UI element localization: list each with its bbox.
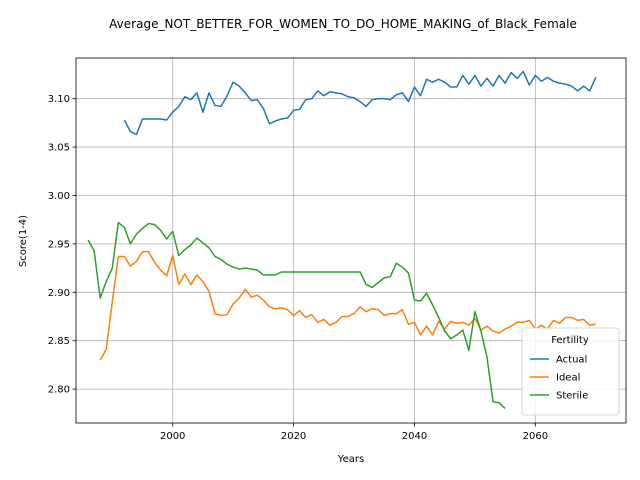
series-layer [87, 70, 597, 410]
legend-label-ideal: Ideal [556, 373, 580, 384]
chart-title: Average_NOT_BETTER_FOR_WOMEN_TO_DO_HOME_… [109, 17, 577, 31]
y-tick-label-4: 3.00 [48, 191, 70, 202]
x-tick-label-0: 2000 [160, 431, 185, 442]
legend-label-sterile: Sterile [556, 391, 588, 402]
x-tick-label-2: 2040 [402, 431, 427, 442]
legend: Fertility Actual Ideal Sterile [521, 327, 620, 416]
x-axis-label: Years [337, 454, 364, 465]
legend-box [521, 327, 620, 416]
x-axis-ticks: 2000 2020 2040 2060 [160, 423, 548, 442]
y-tick-label-0: 2.80 [48, 385, 70, 396]
y-tick-label-3: 2.95 [48, 239, 70, 250]
y-tick-label-2: 2.90 [48, 288, 70, 299]
y-tick-label-1: 2.85 [48, 336, 70, 347]
legend-label-actual: Actual [556, 355, 587, 366]
legend-title: Fertility [551, 335, 589, 346]
series-line-actual [123, 70, 597, 136]
x-tick-label-3: 2060 [523, 431, 548, 442]
y-axis-label: Score(1-4) [18, 215, 29, 267]
plot-frame [75, 57, 627, 424]
series-line-sterile [87, 221, 506, 410]
y-tick-label-6: 3.10 [48, 94, 70, 105]
grid-lines [76, 58, 626, 423]
y-axis-ticks: 2.80 2.85 2.90 2.95 3.00 3.05 3.10 [48, 94, 76, 396]
series-line-ideal [99, 250, 596, 361]
x-tick-label-1: 2020 [281, 431, 306, 442]
y-tick-label-5: 3.05 [48, 143, 70, 154]
